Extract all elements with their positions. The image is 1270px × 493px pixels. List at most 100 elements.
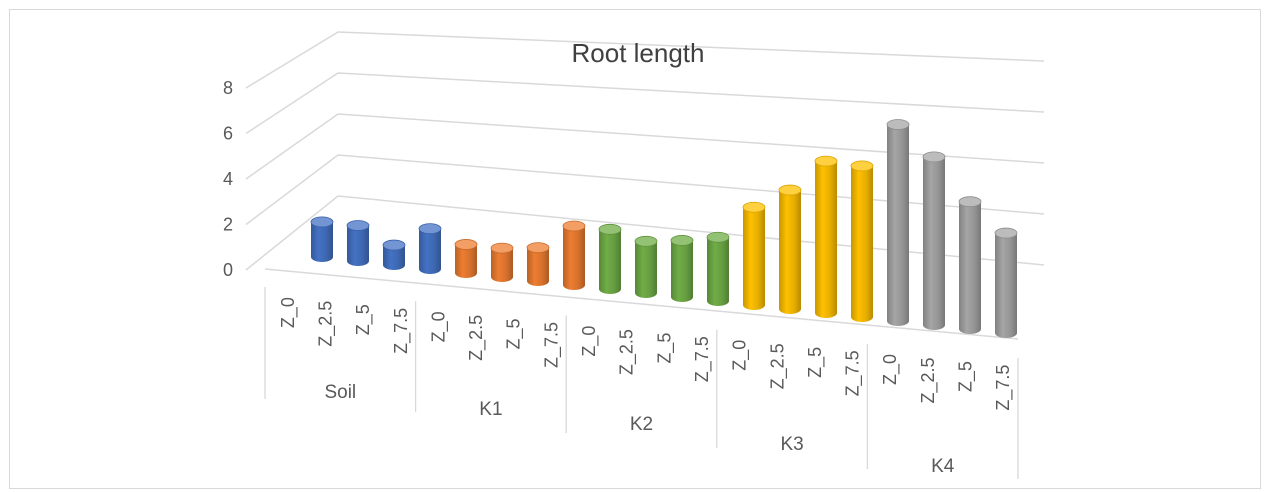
bar: [994, 227, 1018, 338]
bar: [418, 223, 442, 274]
bar-top: [634, 235, 658, 247]
bar: [634, 235, 658, 298]
bar: [742, 201, 766, 310]
bar-body: [599, 229, 621, 294]
bar-top: [886, 119, 910, 130]
x-tick-label: Z_5: [654, 333, 675, 364]
bar: [454, 239, 478, 278]
group-label: K1: [479, 399, 502, 420]
group-label: K2: [630, 414, 653, 435]
x-tick-label: Z_7.5: [843, 350, 864, 396]
bar-body: [707, 237, 729, 306]
bar-top: [814, 155, 838, 167]
bar-top: [418, 223, 442, 235]
group-label: K3: [780, 434, 803, 455]
bar-top: [346, 220, 370, 231]
bar: [670, 235, 694, 302]
bar-top: [454, 239, 478, 250]
bar-body: [959, 201, 981, 334]
bar: [706, 231, 730, 306]
bar: [346, 220, 370, 266]
x-tick-label: Z_5: [956, 361, 977, 392]
x-tick-label: Z_2.5: [767, 343, 788, 389]
gridline: [245, 72, 1045, 135]
x-tick-label: Z_5: [504, 318, 525, 349]
y-tick-label: 2: [223, 215, 233, 235]
bars: [310, 119, 1018, 338]
bar-body: [383, 245, 405, 270]
floor-edge: [264, 268, 1019, 340]
bar-top: [526, 242, 550, 254]
bar-body: [419, 228, 441, 274]
bar: [562, 220, 586, 290]
bar: [598, 223, 622, 294]
bar-top: [958, 196, 982, 208]
bar-top: [670, 235, 694, 246]
bar-body: [311, 221, 333, 262]
x-tick-label: Z_2.5: [315, 301, 336, 347]
bar-body: [347, 225, 369, 266]
gridline: [245, 195, 1045, 271]
y-tick-label: 6: [223, 124, 233, 144]
bar-body: [815, 161, 837, 318]
bar: [310, 216, 334, 262]
bar-body: [851, 165, 873, 322]
chart-title: Root length: [572, 38, 705, 68]
bar-body: [563, 225, 585, 290]
bar-top: [706, 231, 730, 243]
bar-top: [742, 201, 766, 213]
bar: [886, 119, 910, 326]
bar-body: [527, 247, 549, 286]
bar: [490, 242, 514, 282]
bar-top: [994, 227, 1018, 239]
bar-body: [671, 240, 693, 302]
x-tick-label: Z_7.5: [692, 336, 713, 382]
group-label: K4: [931, 456, 955, 477]
group-label: Soil: [324, 382, 356, 403]
bar-top: [922, 151, 946, 163]
bar-top: [562, 220, 586, 232]
x-axis: Z_0 Z_2.5 Z_5 Z_7.5 Z_0 Z_2.5 Z_5 Z_7.5 Z_0 Z_2.5…: [264, 287, 1019, 479]
y-axis-ticks: 0 2 4 6 8: [223, 78, 233, 280]
bar-body: [995, 233, 1017, 338]
x-tick-label: Z_7.5: [541, 322, 562, 368]
bar-top: [850, 160, 874, 172]
bar-top: [310, 216, 334, 228]
x-tick-label: Z_2.5: [466, 315, 487, 361]
x-tick-label: Z_0: [880, 354, 901, 385]
y-tick-label: 4: [223, 169, 233, 189]
gridlines: [245, 31, 1045, 340]
bar-body: [923, 156, 945, 330]
y-tick-label: 0: [223, 260, 233, 280]
x-tick-label: Z_7.5: [391, 308, 412, 354]
bar-body: [779, 190, 801, 314]
gridline: [245, 31, 1045, 89]
y-tick-label: 8: [223, 78, 233, 98]
bar: [814, 155, 838, 318]
bar-body: [635, 241, 657, 298]
bar: [958, 196, 982, 334]
bar-top: [778, 184, 802, 196]
x-tick-label: Z_0: [278, 297, 299, 328]
bar-top: [598, 223, 622, 235]
bar-body: [743, 207, 765, 310]
x-tick-label: Z_5: [805, 347, 826, 378]
x-tick-label: Z_0: [579, 326, 600, 357]
bar-body: [887, 124, 909, 326]
x-tick-label: Z_5: [353, 304, 374, 335]
bar: [382, 239, 406, 270]
bar: [526, 242, 550, 286]
bar: [922, 151, 946, 330]
bar: [778, 184, 802, 314]
x-tick-label: Z_0: [730, 340, 751, 371]
x-tick-label: Z_2.5: [617, 329, 638, 375]
x-tick-label: Z_7.5: [993, 365, 1014, 411]
bar-top: [382, 239, 406, 251]
bar: [850, 160, 874, 322]
bar-body: [455, 244, 477, 278]
gridline: [245, 113, 1045, 180]
bar-top: [490, 242, 514, 254]
gridline: [245, 154, 1045, 226]
